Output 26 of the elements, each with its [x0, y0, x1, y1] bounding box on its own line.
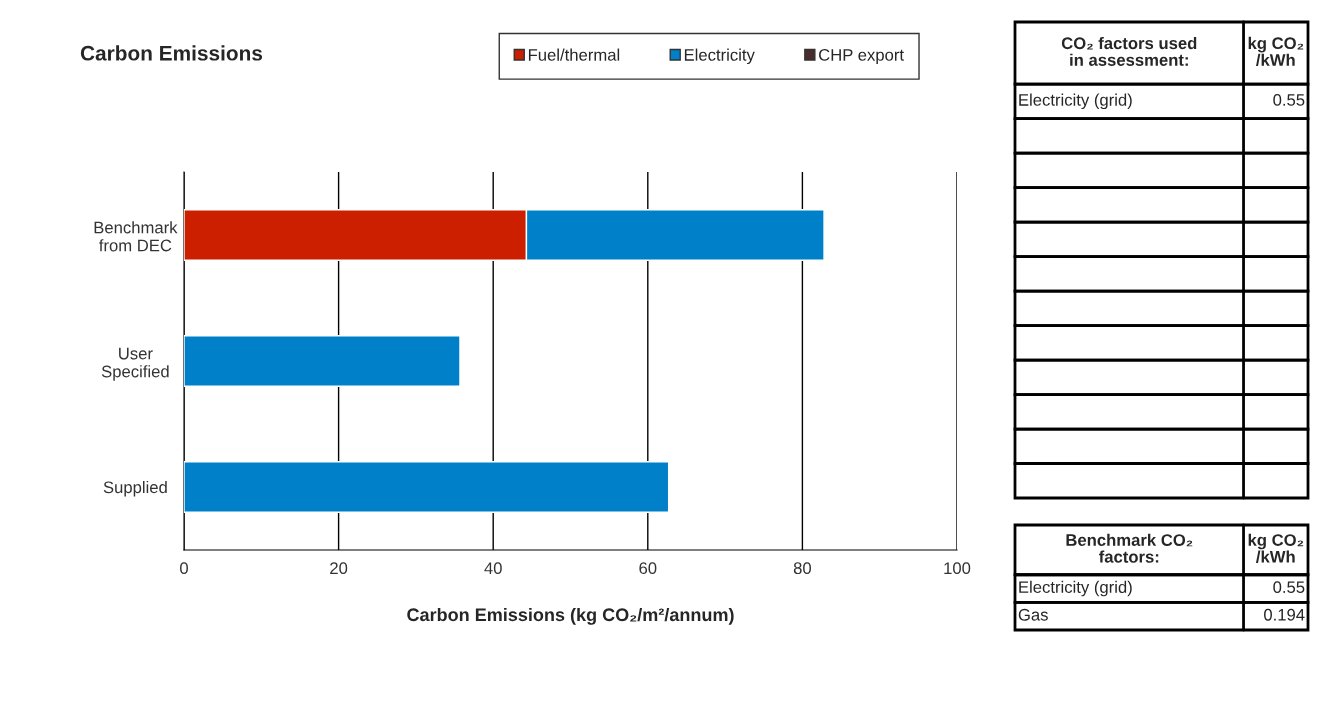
- text: 0.55: [1273, 581, 1305, 594]
- text: Electricity (grid): [1019, 580, 1132, 597]
- text: CO₂ factors used in assessment:: [1061, 36, 1197, 66]
- text: 0.55: [1273, 94, 1305, 106]
- chart-title: Carbon Emissions: [80, 45, 263, 61]
- text: 0.194: [1264, 608, 1305, 621]
- bar: [184, 335, 461, 387]
- text: Gas: [1018, 608, 1048, 621]
- legend-label: Fuel/thermal: [528, 48, 620, 61]
- x-tick-label: 60: [639, 562, 657, 575]
- x-tick-label: 100: [944, 562, 971, 575]
- x-tick-label: 80: [793, 562, 812, 575]
- text: kg CO₂ /kWh: [1248, 36, 1304, 67]
- bar: [184, 461, 670, 513]
- y-tick-label: Benchmark from DEC: [94, 221, 178, 252]
- x-tick-label: 20: [330, 562, 348, 575]
- legend-label: Electricity: [684, 48, 755, 65]
- text: Benchmark CO₂ factors:: [1066, 533, 1193, 563]
- x-tick-label: 40: [484, 562, 502, 575]
- text: kg CO₂ /kWh: [1248, 533, 1304, 563]
- x-tick-label: 0: [180, 562, 188, 575]
- y-tick-label: User Specified: [101, 347, 169, 381]
- text: Electricity (grid): [1019, 93, 1132, 110]
- legend-label: CHP export: [819, 48, 904, 65]
- y-tick-label: Supplied: [103, 480, 167, 497]
- x-axis-title: Carbon Emissions (kg CO₂/m²/annum): [407, 607, 734, 625]
